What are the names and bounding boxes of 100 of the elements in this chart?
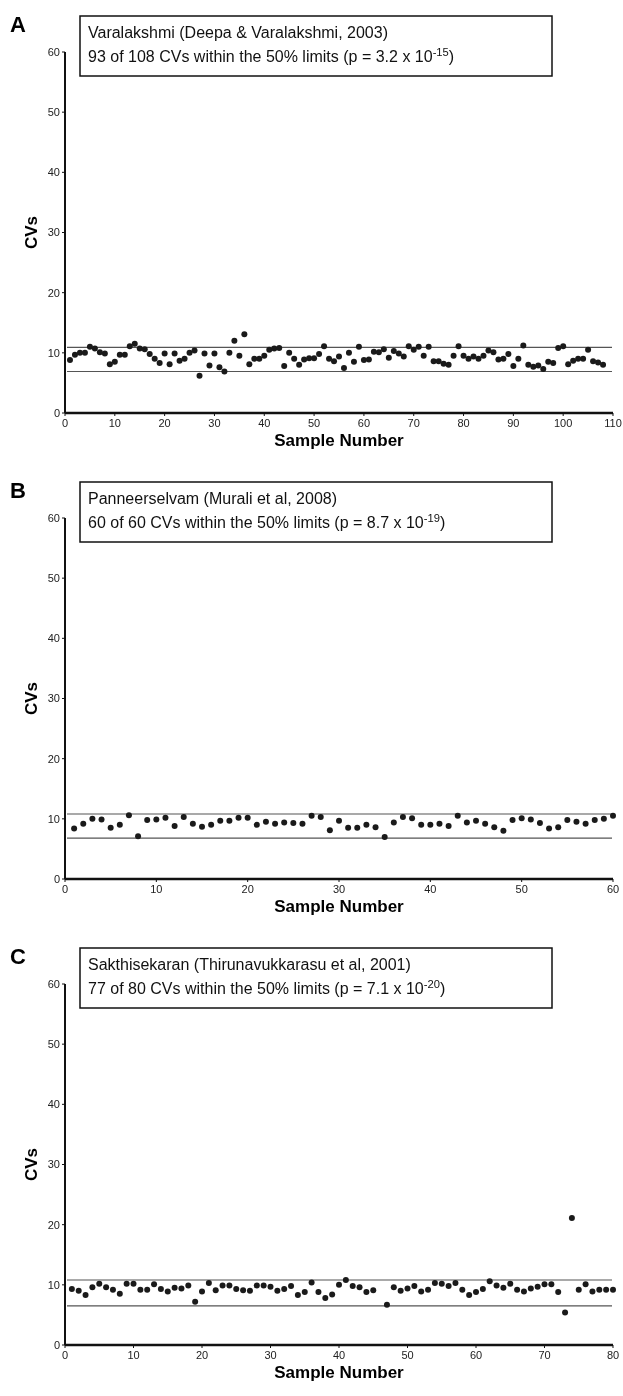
point — [98, 816, 105, 823]
point — [326, 827, 333, 834]
x-tick-label: 40 — [332, 1349, 346, 1361]
point — [144, 817, 151, 824]
point — [290, 820, 297, 827]
point — [253, 821, 260, 828]
text-box: Sakthisekaran (Thirunavukkarasu et al, 2001) 77 of 80 CVs within the 50% limits (p = 7.1 x 10$^{-20}$) — [79, 947, 553, 1009]
point — [171, 823, 178, 830]
y-tick-label: 60 — [47, 977, 60, 990]
y-tick-label: 10 — [47, 346, 60, 359]
point — [500, 827, 507, 834]
y-tick-label: 30 — [47, 226, 60, 239]
point — [135, 833, 142, 840]
point — [107, 824, 114, 831]
x-tick-label: 50 — [307, 417, 321, 429]
x-tick-label: 20 — [158, 417, 171, 429]
y-axis-title: CVs — [22, 681, 41, 716]
point — [208, 821, 215, 828]
x-tick-label: 0 — [61, 1349, 69, 1361]
point — [582, 820, 589, 827]
x-tick-label: 30 — [208, 417, 221, 429]
point — [217, 817, 224, 824]
annotation: 93 of 108 CVs within the 50% limits (p = 3.2 x 10$^{-15}$) — [88, 46, 455, 65]
point — [235, 814, 242, 821]
point — [482, 820, 489, 827]
point — [399, 814, 406, 821]
y-tick-label: 50 — [47, 1038, 60, 1051]
text-box: Varalakshmi (Deepa & Varalakshmi, 2003) 93 of 108 CVs within the 50% limits (p = 3.2 x 10$^{-15}$) — [79, 15, 553, 77]
x-tick-label: 30 — [332, 883, 346, 895]
point — [317, 814, 324, 821]
x-tick-label: 0 — [61, 417, 69, 429]
x-tick-label: 110 — [604, 417, 622, 429]
point — [153, 816, 160, 823]
point — [390, 819, 397, 826]
point — [454, 812, 461, 819]
point — [591, 817, 598, 824]
y-tick-label: 30 — [47, 692, 60, 705]
point — [299, 820, 306, 827]
chart-title: B — [10, 478, 26, 503]
point — [372, 824, 379, 831]
x-tick-label: 20 — [241, 883, 254, 895]
point — [564, 817, 571, 824]
point — [610, 812, 616, 819]
x-tick-label: 10 — [108, 417, 121, 429]
x-tick-label: 40 — [424, 883, 437, 895]
x-tick-label: 70 — [407, 417, 420, 429]
y-tick-label: 0 — [53, 872, 60, 885]
x-axis-title: Sample Number — [274, 897, 405, 916]
point — [354, 824, 361, 831]
y-tick-label: 20 — [47, 752, 60, 765]
x-tick-label: 60 — [357, 417, 371, 429]
y-tick-label: 40 — [47, 632, 60, 645]
y-tick-label: 0 — [53, 1338, 60, 1351]
annotation: 77 of 80 CVs within the 50% limits (p = 7.1 x 10$^{-20}$) — [88, 978, 446, 997]
point — [509, 817, 516, 824]
point — [336, 817, 342, 824]
point — [189, 820, 196, 827]
point — [116, 821, 123, 828]
point — [281, 819, 288, 826]
point — [555, 824, 562, 831]
y-tick-label: 10 — [47, 812, 60, 825]
y-tick-label: 10 — [47, 1278, 60, 1291]
point — [125, 812, 132, 819]
x-tick-label: 80 — [457, 417, 470, 429]
point — [573, 818, 580, 825]
x-tick-label: 50 — [401, 1349, 414, 1361]
x-tick-label: 0 — [61, 883, 69, 895]
point — [463, 819, 470, 826]
x-tick-label: 90 — [507, 417, 520, 429]
point — [418, 821, 425, 828]
point — [244, 814, 251, 821]
y-axis-title: CVs — [22, 1147, 41, 1182]
point — [89, 815, 96, 822]
point — [381, 833, 388, 840]
y-tick-label: 50 — [47, 572, 60, 585]
point — [518, 815, 525, 822]
point — [180, 814, 187, 821]
x-tick-label: 20 — [195, 1349, 209, 1361]
y-tick-label: 30 — [47, 1158, 60, 1171]
point — [308, 812, 315, 819]
y-tick-label: 20 — [47, 286, 60, 299]
y-tick-label: 40 — [47, 166, 60, 179]
point — [546, 825, 553, 832]
point — [427, 821, 434, 828]
x-tick-label: 60 — [469, 1349, 483, 1361]
y-tick-label: 60 — [47, 511, 60, 524]
x-tick-label: 10 — [150, 883, 163, 895]
y-axis-title: CVs — [22, 215, 41, 250]
chart-title: A — [10, 12, 26, 37]
x-tick-label: 60 — [606, 883, 620, 895]
annotation: 60 of 60 CVs within the 50% limits (p = 8.7 x 10$^{-19}$) — [88, 512, 446, 531]
y-tick-label: 60 — [47, 45, 60, 58]
chart-title: C — [10, 944, 26, 969]
point — [80, 820, 87, 827]
point — [527, 816, 534, 823]
point — [363, 821, 370, 828]
x-axis-title: Sample Number — [274, 431, 405, 450]
point — [409, 815, 416, 822]
x-axis-title: Sample Number — [274, 1363, 405, 1382]
point — [473, 817, 479, 824]
